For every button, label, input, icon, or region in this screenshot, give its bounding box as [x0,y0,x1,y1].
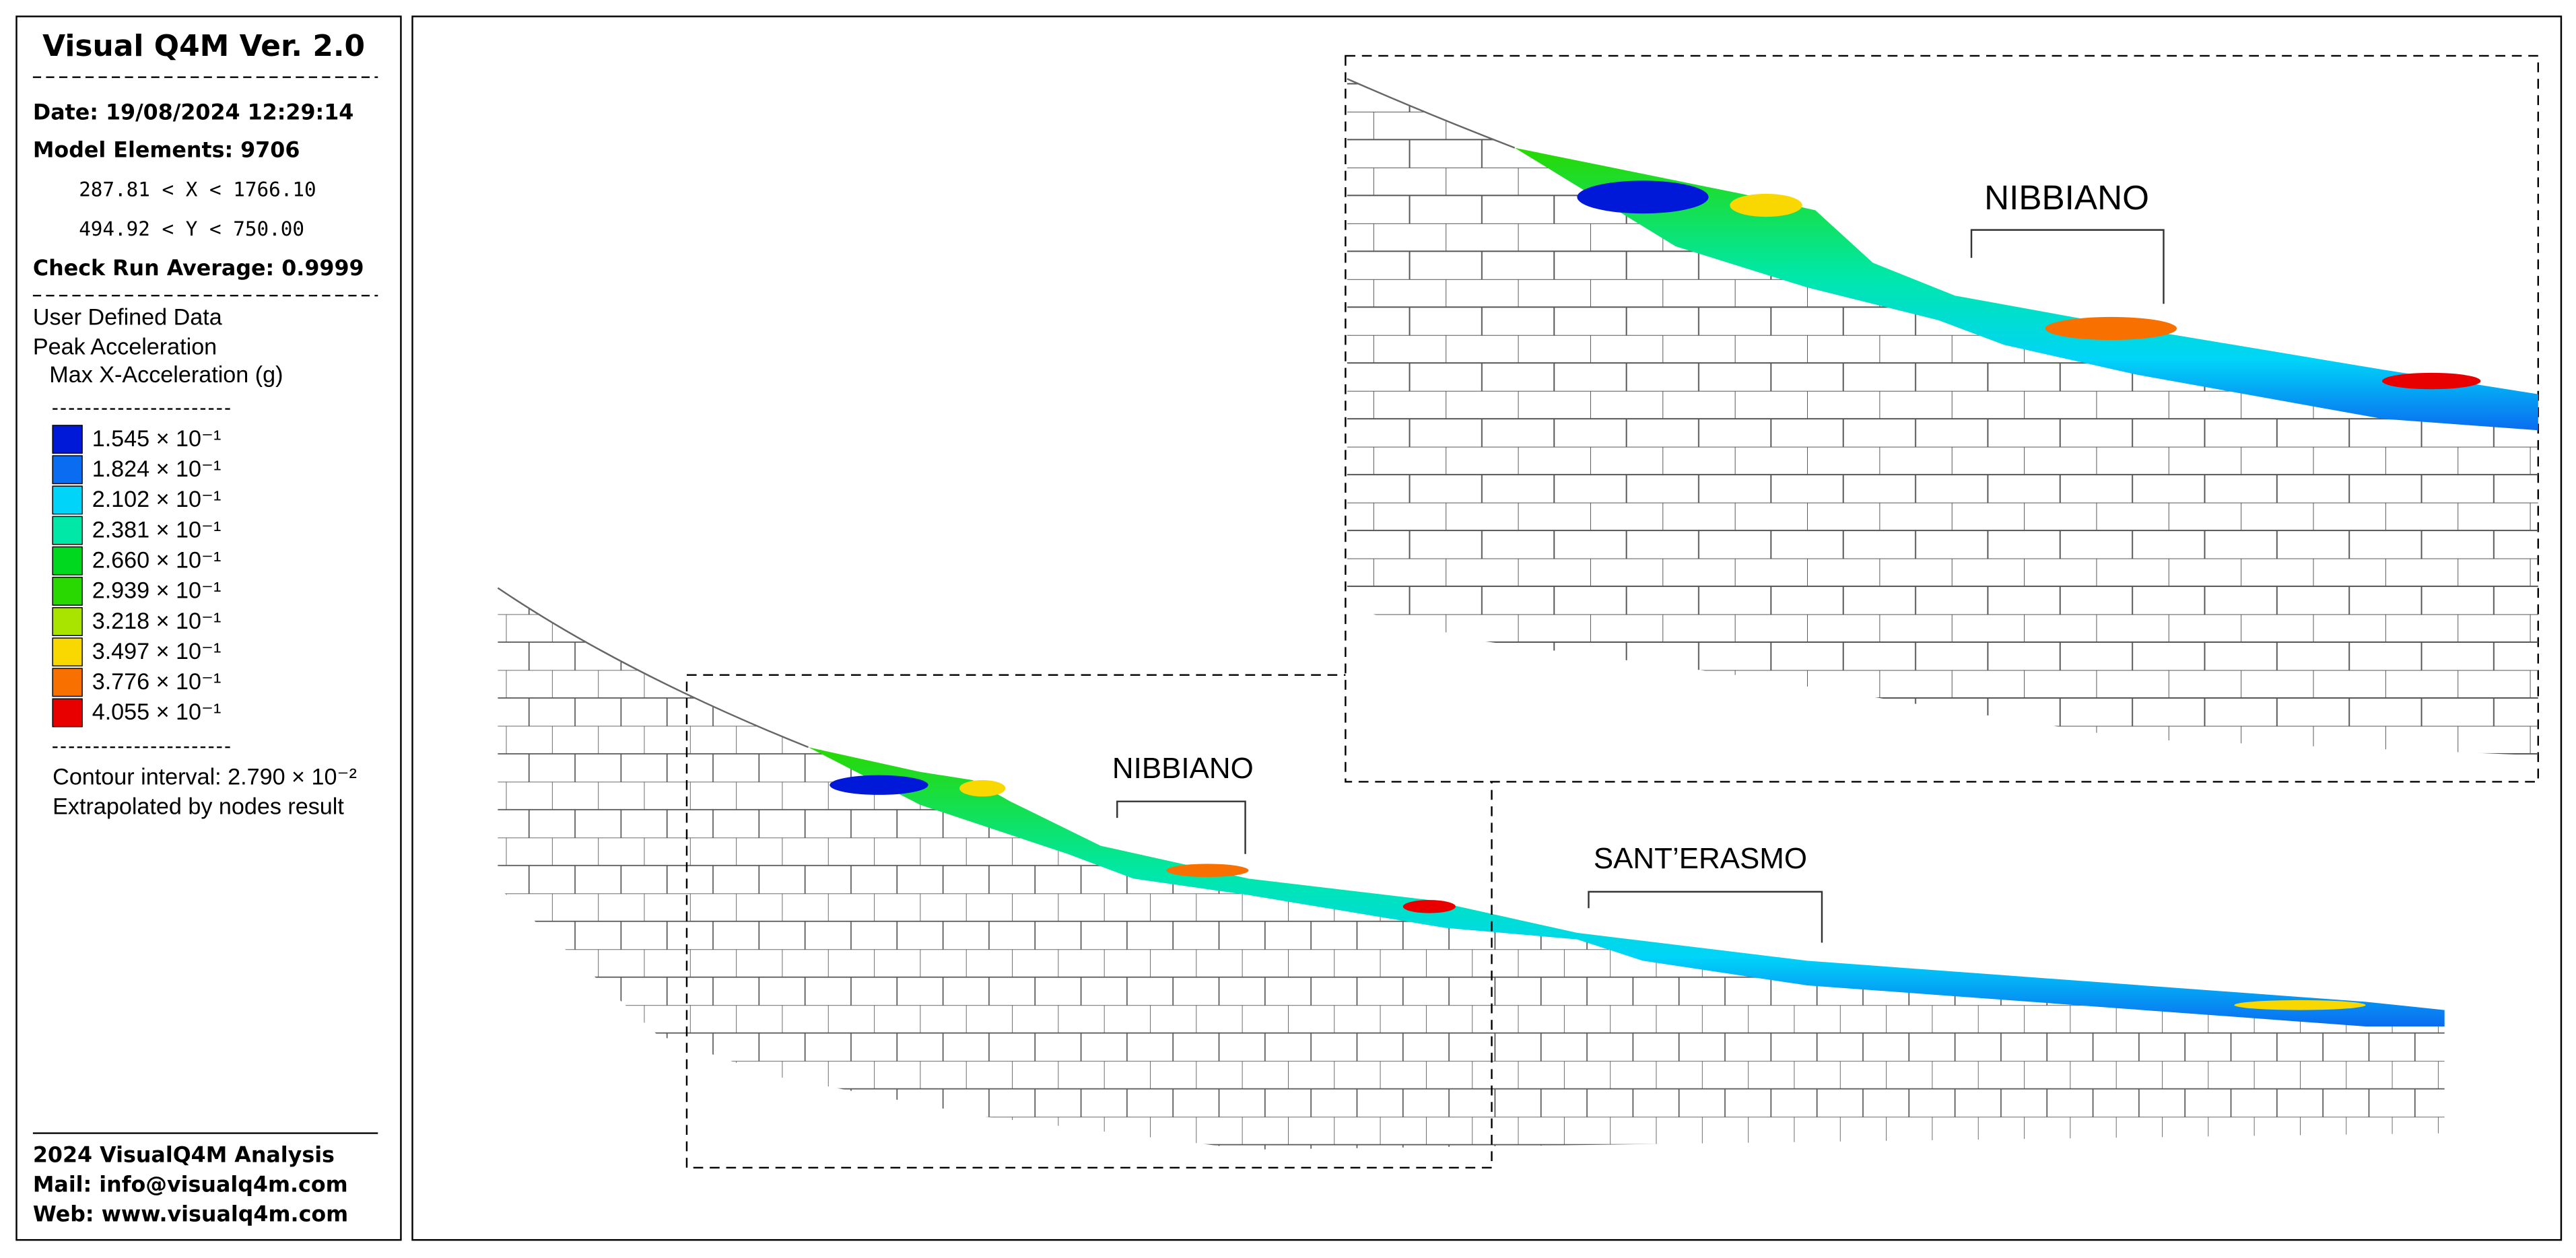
footer-line: Web: www.visualq4m.com [33,1203,348,1227]
legend-swatch [52,485,83,515]
contour-zone [2382,372,2481,390]
method: Extrapolated by nodes result [53,794,344,819]
legend-swatch [52,607,83,636]
legend-swatch [52,516,83,545]
contour-zone [959,779,1006,797]
rock-mass [1347,79,2538,756]
site-label: SANT’ERASMO [1594,842,1807,875]
legend-swatch [52,668,83,697]
quantity: Peak Acceleration [33,334,217,359]
ground-line [497,587,809,748]
contour-layer [808,747,2445,1026]
component: Max X-Acceleration (g) [49,362,283,388]
legend-label: 2.102 × 10⁻¹ [92,487,222,512]
contour-zone [1166,864,1249,877]
legend-swatch [52,637,83,667]
contour-zone [829,775,928,795]
footer-line: Mail: info@visualq4m.com [33,1173,348,1197]
ground-line [1347,78,1516,149]
site-label: NIBBIANO [1984,178,2149,217]
contour-zone [1730,193,1802,217]
footer-line: 2024 VisualQ4M Analysis [33,1144,335,1168]
contour-zone [2045,316,2177,341]
legend-swatch [52,546,83,575]
app-title: Visual Q4M Ver. 2.0 [42,29,365,63]
contour-zone [1577,180,1709,214]
check: Check Run Average: 0.9999 [33,256,364,281]
bracket [1116,800,1246,854]
info-panel [15,15,402,1241]
contour-layer [1514,147,2538,431]
contour-zone [2234,1000,2366,1010]
legend-label: 2.939 × 10⁻¹ [92,578,222,604]
y-range: 494.92 < Y < 750.00 [79,217,304,240]
elements: Model Elements: 9706 [33,138,300,162]
legend-label: 4.055 × 10⁻¹ [92,699,222,725]
legend-swatch [52,698,83,728]
zoom-box [685,674,1493,1169]
legend-swatch [52,425,83,454]
data-source: User Defined Data [33,304,222,330]
legend-label: 2.660 × 10⁻¹ [92,547,222,573]
legend-label: 1.824 × 10⁻¹ [92,456,222,482]
legend-label: 3.497 × 10⁻¹ [92,639,222,664]
legend: 1.545 × 10⁻¹ 1.824 × 10⁻¹ 2.102 × 10⁻¹ 2.38… [52,425,222,728]
legend-label: 3.218 × 10⁻¹ [92,608,222,634]
contour-interval: Contour interval: 2.790 × 10⁻² [53,765,357,790]
footer: 2024 VisualQ4M Analysis Mail: info@visual… [33,1144,348,1227]
legend-label: 3.776 × 10⁻¹ [92,669,222,695]
legend-label: 2.381 × 10⁻¹ [92,517,222,543]
rock-mass [498,588,2445,1150]
site-label: NIBBIANO [1112,752,1254,785]
x-range: 287.81 < X < 1766.10 [79,178,316,201]
legend-swatch [52,576,83,606]
legend-swatch [52,455,83,485]
date: Date: 19/08/2024 12:29:14 [33,100,353,125]
bracket [1588,890,1823,943]
view-frame [411,15,2563,1241]
legend-label: 1.545 × 10⁻¹ [92,426,222,452]
bracket [1970,229,2165,304]
contour-zone [1402,900,1456,913]
